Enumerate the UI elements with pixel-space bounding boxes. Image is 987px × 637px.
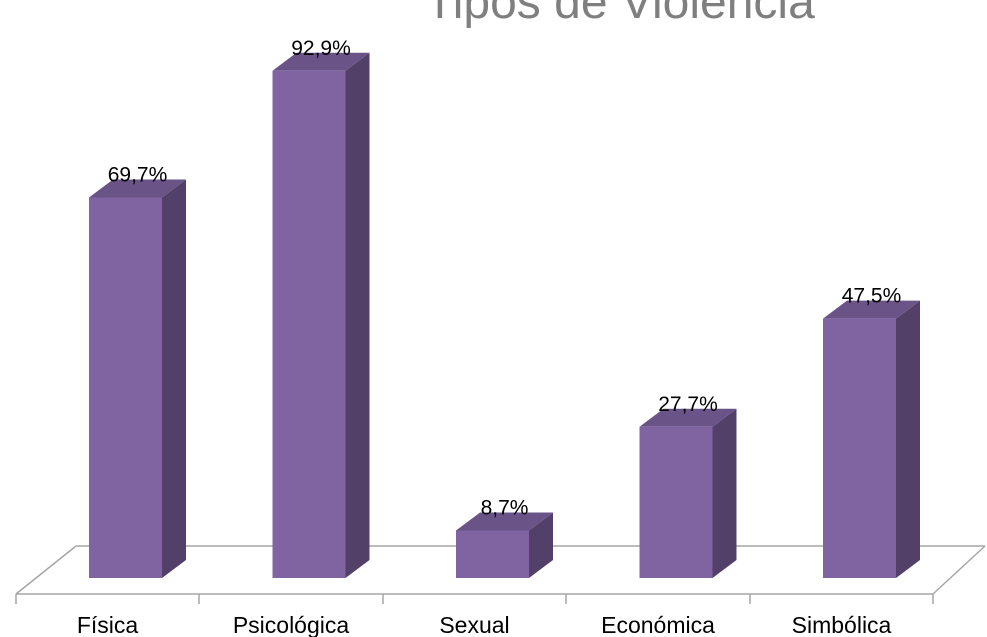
chart-title: Tipos de Violencia (425, 0, 815, 29)
bar-front-0 (89, 197, 162, 579)
data-labels-group: 69,7% 92,9% 8,7% 27,7% 47,5% (108, 37, 902, 520)
floor-left-edge (15, 545, 77, 595)
category-label-2: Sexual (439, 612, 509, 637)
bar-front-1 (272, 70, 346, 579)
bar-2 (456, 512, 553, 578)
category-labels-group: Física Psicológica Sexual Económica Simbólic… (77, 612, 892, 637)
bar-side-0 (162, 179, 186, 579)
bar-side-2 (529, 512, 553, 578)
data-label-3: 27,7% (658, 393, 718, 416)
bar-top-0 (89, 179, 186, 198)
bar-top-4 (823, 300, 920, 319)
bars-group (89, 52, 920, 579)
bar-3 (639, 408, 737, 578)
bar-top-3 (639, 408, 737, 427)
data-label-2: 8,7% (481, 496, 529, 519)
bar-side-4 (896, 300, 920, 578)
bar-front-2 (456, 530, 529, 578)
bar-0 (89, 179, 186, 579)
bar-4 (823, 300, 920, 578)
category-label-0: Física (77, 612, 139, 637)
category-label-4: Simbólica (792, 612, 892, 637)
bar-front-4 (823, 318, 896, 578)
category-label-1: Psicológica (233, 612, 350, 637)
bar-front-3 (639, 426, 713, 578)
floor-right-edge (932, 545, 986, 595)
data-label-1: 92,9% (291, 37, 351, 60)
bar-side-1 (345, 52, 370, 579)
data-label-4: 47,5% (842, 285, 902, 308)
bar-side-3 (712, 408, 737, 578)
category-label-3: Económica (601, 612, 715, 637)
bar-1 (272, 52, 370, 579)
bar-top-2 (456, 512, 553, 531)
data-label-0: 69,7% (108, 163, 168, 186)
bar-top-1 (272, 52, 370, 71)
